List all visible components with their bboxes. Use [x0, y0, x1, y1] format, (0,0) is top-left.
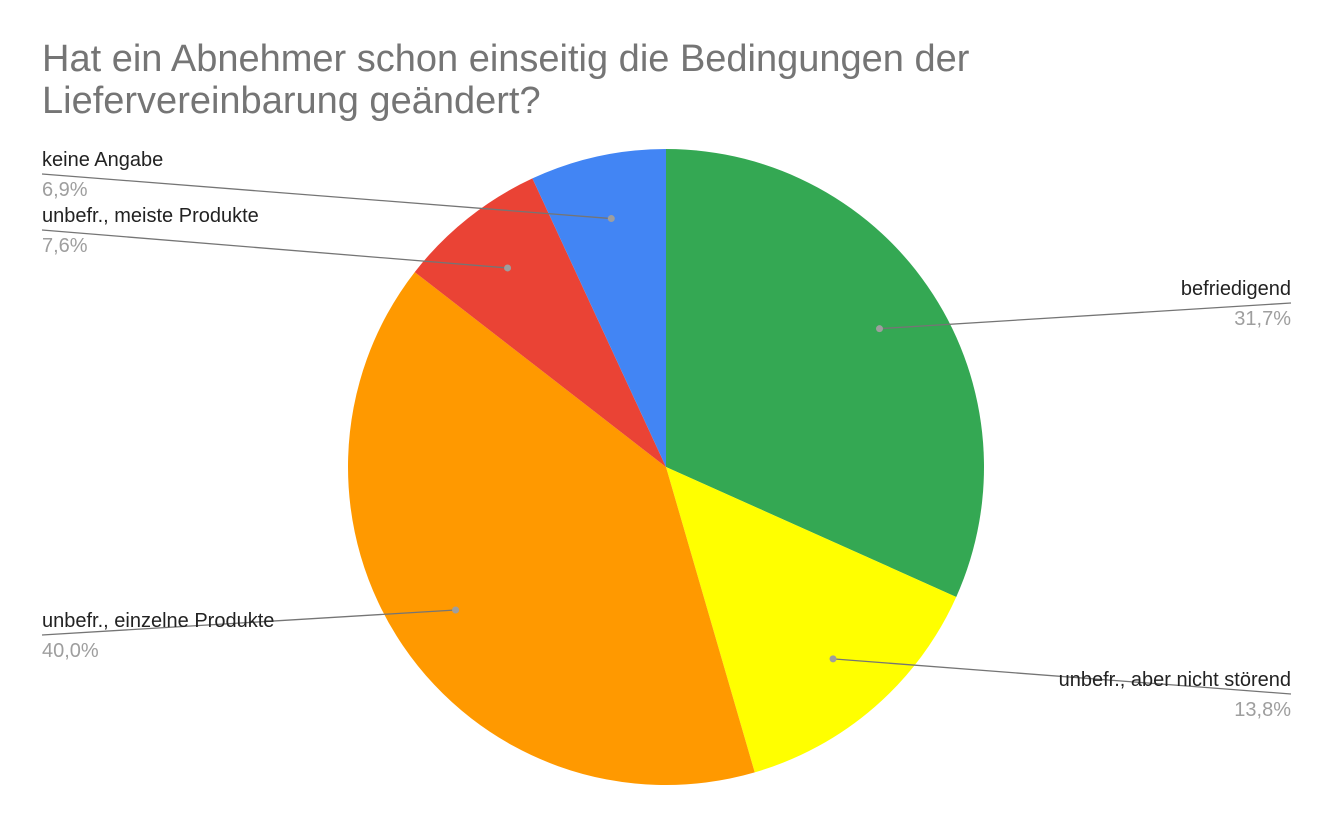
chart-title: Hat ein Abnehmer schon einseitig die Bed… — [42, 38, 970, 122]
leader-line-unbefr-meiste-produkte — [41, 229, 508, 269]
pie-slice-unbefr-aber-nicht-stoerend — [666, 467, 957, 773]
leader-line-unbefr-aber-nicht-stoerend — [832, 658, 1292, 695]
pie-slice-keine-angabe — [532, 149, 666, 467]
leader-line-unbefr-einzelne-produkte — [41, 609, 456, 636]
pie-labels: befriedigend 31,7% unbefr., aber nicht stö… — [41, 149, 1292, 721]
leader-line-keine-angabe — [41, 173, 612, 220]
slice-value-unbefr-aber-nicht-stoerend: 13,8% — [1234, 699, 1291, 721]
leader-dot-keine-angabe — [607, 215, 615, 223]
pie-slice-unbefr-meiste-produkte — [414, 178, 666, 467]
leader-dot-unbefr-einzelne-produkte — [452, 606, 460, 614]
leader-dot-unbefr-aber-nicht-stoerend — [829, 655, 837, 663]
slice-value-unbefr-meiste-produkte: 7,6% — [42, 235, 88, 257]
leader-dot-befriedigend — [876, 325, 884, 333]
pie-slice-befriedigend — [666, 149, 984, 597]
leader-line-befriedigend — [879, 302, 1292, 330]
slice-label-unbefr-einzelne-produkte: unbefr., einzelne Produkte — [42, 610, 274, 632]
slice-value-befriedigend: 31,7% — [1234, 308, 1291, 330]
slice-label-unbefr-aber-nicht-stoerend: unbefr., aber nicht störend — [1059, 669, 1291, 691]
pie-slice-unbefr-einzelne-produkte — [347, 272, 755, 785]
slice-value-unbefr-einzelne-produkte: 40,0% — [42, 640, 99, 662]
slice-value-keine-angabe: 6,9% — [42, 179, 88, 201]
slice-label-unbefr-meiste-produkte: unbefr., meiste Produkte — [42, 205, 259, 227]
leader-dot-unbefr-meiste-produkte — [504, 264, 512, 272]
slice-label-keine-angabe: keine Angabe — [42, 149, 163, 171]
pie-slices — [347, 149, 984, 785]
slice-label-befriedigend: befriedigend — [1181, 278, 1291, 300]
